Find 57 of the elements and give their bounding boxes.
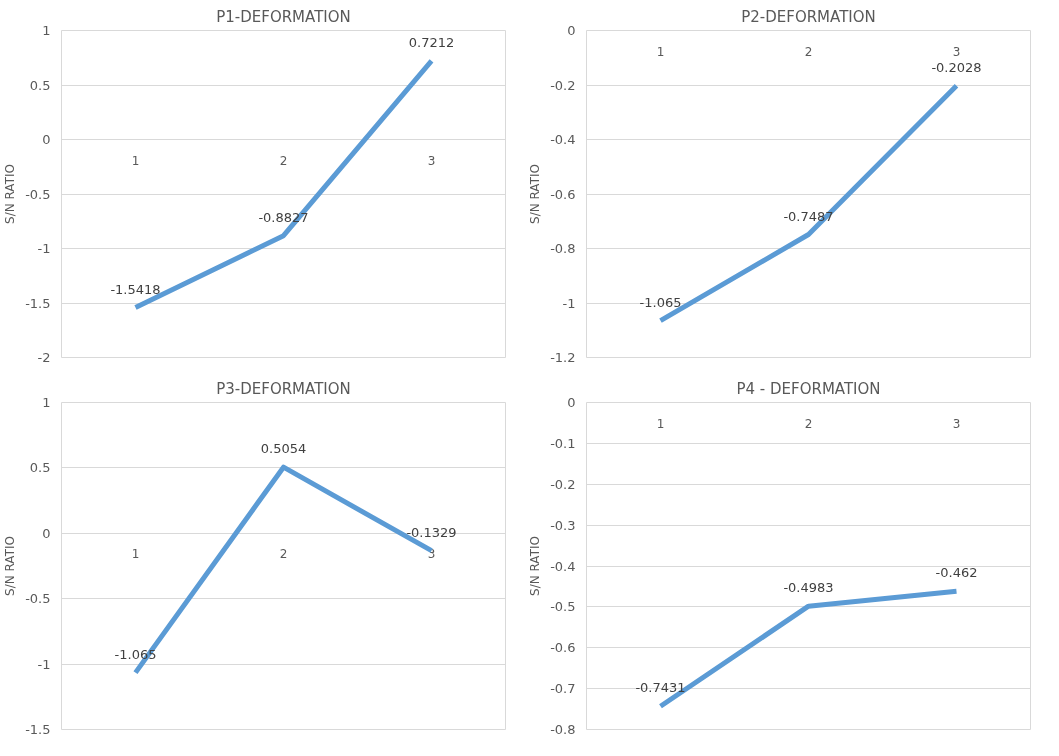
- x-tick-label: 1: [131, 153, 140, 168]
- y-axis-title: S/N RATIO: [3, 164, 18, 224]
- data-label: -0.7431: [635, 680, 686, 696]
- x-tick-label: 2: [804, 416, 813, 431]
- y-tick-label: -1: [37, 656, 51, 672]
- y-tick-label: -0.1: [550, 435, 576, 451]
- y-tick-label: -0.2: [550, 476, 576, 492]
- data-label: -1.5418: [110, 281, 161, 297]
- data-label: -0.1329: [406, 524, 457, 540]
- y-tick-label: -0.5: [550, 599, 576, 615]
- x-tick-label: 3: [952, 416, 961, 431]
- y-tick-label: -1.5: [25, 295, 51, 311]
- y-tick-label: 0: [42, 132, 51, 147]
- y-tick-label: 1: [42, 23, 51, 38]
- chart-title: P2-DEFORMATION: [741, 7, 876, 26]
- y-tick-label: 0.5: [29, 460, 51, 476]
- x-tick-label: 3: [427, 153, 436, 168]
- chart-title: P1-DEFORMATION: [216, 7, 351, 26]
- y-tick-label: -1.2: [550, 350, 576, 365]
- data-label: -0.4983: [783, 580, 834, 596]
- y-axis-title: S/N RATIO: [528, 536, 543, 596]
- x-tick-label: 2: [279, 153, 288, 168]
- y-tick-label: -0.3: [550, 517, 576, 533]
- y-tick-label: -1.5: [25, 722, 51, 737]
- data-label: -0.462: [935, 565, 978, 581]
- data-label: -1.065: [639, 294, 682, 310]
- data-label: 0.7212: [408, 34, 455, 50]
- y-tick-label: 1: [42, 395, 51, 410]
- x-tick-label: 1: [656, 44, 665, 59]
- y-tick-label: -1: [37, 241, 51, 256]
- y-tick-label: -1: [562, 295, 576, 311]
- x-tick-label: 3: [952, 44, 961, 59]
- chart-title: P3-DEFORMATION: [216, 379, 351, 398]
- data-label: -0.2028: [931, 59, 982, 75]
- y-tick-label: 0.5: [29, 77, 51, 93]
- y-tick-label: 0: [42, 525, 51, 541]
- y-tick-label: -0.8: [550, 241, 576, 256]
- y-tick-label: -0.6: [550, 186, 576, 202]
- x-tick-label: 1: [656, 416, 665, 431]
- y-tick-label: -0.2: [550, 77, 576, 93]
- y-tick-label: -0.7: [550, 681, 576, 697]
- y-axis-title: S/N RATIO: [3, 536, 18, 596]
- y-tick-label: 0: [567, 23, 576, 38]
- y-tick-label: -0.4: [550, 132, 576, 147]
- y-tick-label: 0: [567, 395, 576, 410]
- y-tick-label: -0.4: [550, 558, 576, 574]
- y-tick-label: -0.5: [25, 591, 51, 607]
- y-tick-label: -0.6: [550, 640, 576, 656]
- x-tick-label: 2: [279, 547, 288, 562]
- y-tick-label: -0.5: [25, 186, 51, 202]
- chart-title: P4 - DEFORMATION: [736, 379, 881, 398]
- data-label: 0.5054: [260, 441, 307, 457]
- y-axis-title: S/N RATIO: [528, 164, 543, 224]
- x-tick-label: 1: [131, 547, 140, 562]
- y-tick-label: -2: [37, 350, 51, 365]
- x-tick-label: 2: [804, 44, 813, 59]
- y-tick-label: -0.8: [550, 722, 576, 737]
